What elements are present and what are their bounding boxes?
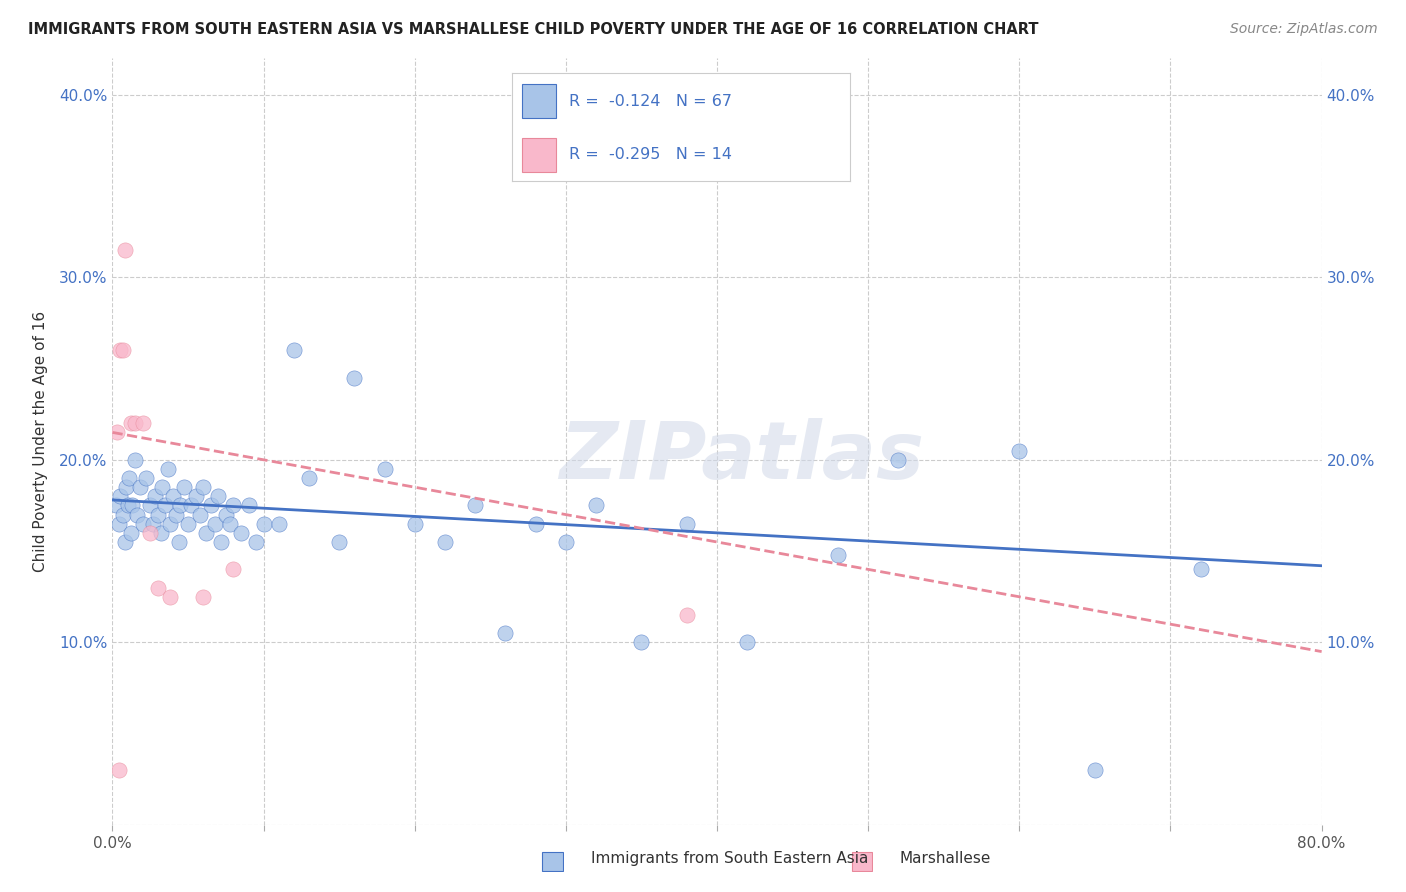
Point xyxy=(827,548,849,562)
Point xyxy=(204,516,226,531)
Point xyxy=(108,489,131,503)
Point xyxy=(219,516,242,531)
Point xyxy=(167,535,190,549)
Point xyxy=(495,626,517,640)
Point xyxy=(229,525,252,540)
Point xyxy=(155,499,177,513)
Point xyxy=(104,499,127,513)
Text: ZIPatlas: ZIPatlas xyxy=(558,417,924,496)
Point xyxy=(169,499,191,513)
Point xyxy=(195,525,218,540)
Point xyxy=(191,590,214,604)
Point xyxy=(135,471,157,485)
Point xyxy=(112,508,135,522)
Point xyxy=(150,480,173,494)
Point xyxy=(120,525,142,540)
Point xyxy=(222,499,245,513)
Point xyxy=(209,535,232,549)
Point xyxy=(222,562,245,576)
Point xyxy=(737,635,759,649)
Point xyxy=(139,525,162,540)
Point xyxy=(117,499,139,513)
Point xyxy=(245,535,267,549)
Point xyxy=(433,535,456,549)
Point xyxy=(298,471,321,485)
Point xyxy=(180,499,202,513)
Point xyxy=(328,535,350,549)
Point xyxy=(107,764,129,778)
Point xyxy=(464,499,486,513)
Point xyxy=(554,535,576,549)
Point xyxy=(253,516,276,531)
Point xyxy=(114,535,136,549)
Text: Immigrants from South Eastern Asia: Immigrants from South Eastern Asia xyxy=(591,852,868,866)
Point xyxy=(267,516,290,531)
Point xyxy=(177,516,200,531)
Point xyxy=(114,243,136,257)
Point xyxy=(121,499,143,513)
Text: Marshallese: Marshallese xyxy=(900,852,991,866)
Point xyxy=(108,343,131,358)
Point xyxy=(132,516,155,531)
Point xyxy=(524,516,547,531)
Point xyxy=(1189,562,1212,576)
Point xyxy=(124,417,146,431)
Point xyxy=(146,508,169,522)
Point xyxy=(1084,764,1107,778)
Point xyxy=(146,581,169,595)
Point xyxy=(118,471,141,485)
Point xyxy=(283,343,305,358)
Point xyxy=(107,516,129,531)
Point xyxy=(159,516,181,531)
Point xyxy=(207,489,229,503)
Point xyxy=(585,499,607,513)
Point xyxy=(887,452,910,467)
Point xyxy=(200,499,222,513)
Point xyxy=(105,425,128,440)
Point xyxy=(120,417,142,431)
Point xyxy=(1008,443,1031,458)
Point xyxy=(112,343,135,358)
Point xyxy=(149,525,172,540)
Point xyxy=(630,635,652,649)
Point xyxy=(165,508,187,522)
Point xyxy=(125,508,148,522)
Point xyxy=(191,480,214,494)
Point xyxy=(184,489,207,503)
Point xyxy=(404,516,426,531)
Point xyxy=(162,489,184,503)
Point xyxy=(132,417,155,431)
Point xyxy=(675,516,697,531)
Point xyxy=(139,499,162,513)
Text: Source: ZipAtlas.com: Source: ZipAtlas.com xyxy=(1230,22,1378,37)
Point xyxy=(188,508,211,522)
Point xyxy=(173,480,195,494)
Point xyxy=(159,590,181,604)
Point xyxy=(675,608,697,623)
Point xyxy=(343,370,366,384)
Point xyxy=(124,452,146,467)
Point xyxy=(143,489,166,503)
Y-axis label: Child Poverty Under the Age of 16: Child Poverty Under the Age of 16 xyxy=(32,311,48,572)
Point xyxy=(128,480,150,494)
Point xyxy=(215,508,238,522)
Point xyxy=(142,516,165,531)
Point xyxy=(238,499,260,513)
Point xyxy=(115,480,138,494)
Point xyxy=(374,462,396,476)
Text: IMMIGRANTS FROM SOUTH EASTERN ASIA VS MARSHALLESE CHILD POVERTY UNDER THE AGE OF: IMMIGRANTS FROM SOUTH EASTERN ASIA VS MA… xyxy=(28,22,1039,37)
Point xyxy=(157,462,180,476)
